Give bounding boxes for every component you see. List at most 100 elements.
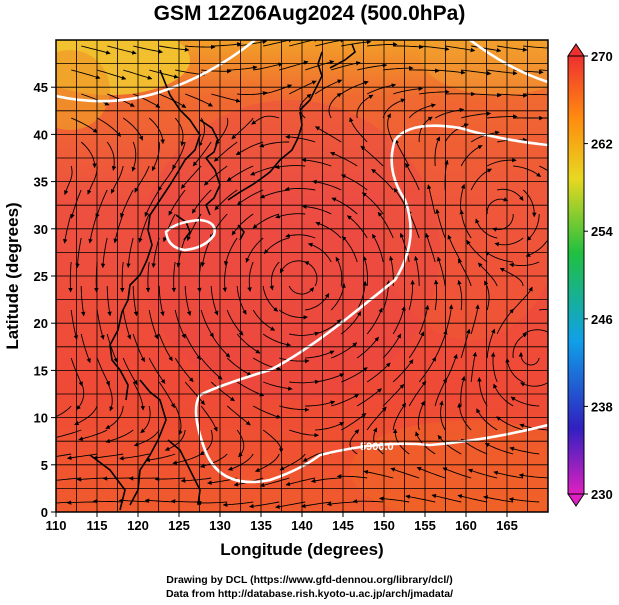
streamline (118, 498, 150, 503)
streamline (486, 157, 517, 167)
x-tick-label: 130 (209, 518, 231, 533)
streamline (405, 163, 420, 191)
streamline (520, 382, 548, 387)
colorbar: 230 238 246 254 262 270 (567, 43, 613, 507)
streamline (134, 165, 150, 193)
streamline (523, 93, 548, 96)
streamline (184, 285, 192, 316)
streamline (174, 117, 185, 147)
streamline (93, 453, 124, 460)
streamline (522, 189, 537, 218)
streamline (487, 69, 518, 76)
streamline (132, 381, 146, 411)
streamline (64, 165, 73, 196)
streamline (80, 141, 97, 169)
streamline (496, 416, 524, 431)
streamline (340, 311, 362, 335)
streamline (361, 192, 384, 215)
streamline (227, 65, 258, 71)
streamline (174, 405, 183, 436)
streamline (372, 427, 384, 455)
streamline (549, 334, 563, 359)
streamline (335, 256, 343, 287)
streamline (210, 381, 235, 402)
streamline (120, 189, 134, 218)
streamline (279, 357, 310, 364)
streamline (484, 442, 514, 455)
streamline (486, 197, 509, 215)
streamline (460, 375, 466, 407)
y-tick-label: 40 (34, 127, 48, 142)
streamline (470, 304, 480, 335)
streamline (70, 189, 82, 219)
streamline (341, 235, 358, 263)
streamline (184, 381, 206, 406)
streamline (434, 377, 447, 407)
streamline (106, 285, 112, 317)
streamline (253, 62, 283, 71)
streamline (392, 305, 406, 335)
streamline (68, 261, 73, 293)
colorbar-tick-label: 262 (591, 137, 613, 152)
streamline (399, 232, 410, 263)
streamline (151, 141, 160, 172)
streamline (499, 267, 524, 287)
streamline (222, 261, 228, 293)
x-tick-label: 110 (46, 518, 67, 533)
streamline (307, 242, 332, 263)
streamline (340, 412, 367, 431)
streamline (119, 453, 150, 461)
streamline (356, 336, 379, 359)
streamline (392, 402, 407, 431)
streamline (539, 69, 548, 71)
streamline (200, 405, 218, 432)
streamline (435, 69, 466, 75)
streamline (226, 165, 254, 182)
streamline (88, 213, 98, 244)
streamline (236, 285, 247, 315)
y-tick-label: 35 (34, 175, 48, 190)
streamline (352, 499, 384, 504)
streamline (497, 93, 528, 98)
streamline (67, 453, 98, 460)
streamline (445, 45, 476, 53)
streamline (237, 91, 268, 96)
streamline (263, 237, 290, 255)
streamline (439, 400, 446, 431)
streamline (275, 213, 306, 219)
x-axis-label: Longitude (degrees) (220, 540, 383, 559)
streamline (191, 189, 212, 214)
streamline (76, 477, 108, 482)
streamline (284, 186, 316, 192)
streamline (131, 141, 137, 172)
streamline (444, 304, 454, 335)
streamline (383, 65, 414, 71)
streamline (341, 40, 372, 47)
streamline (259, 189, 290, 199)
streamline (483, 495, 514, 503)
streamline (508, 497, 540, 503)
streamline (347, 215, 368, 239)
colorbar-tick-label: 230 (591, 487, 613, 502)
x-tick-label: 140 (291, 518, 313, 533)
streamline (512, 286, 533, 311)
streamline (305, 60, 335, 71)
streamline (305, 400, 336, 407)
streamline (102, 476, 134, 481)
map-title: GSM 12Z06Aug2024 (500.0hPa) (153, 2, 466, 25)
credit-drawing: Drawing by DCL (https://www.gfd-dennou.o… (166, 574, 453, 586)
streamline (310, 477, 342, 484)
streamline (132, 285, 139, 317)
streamline (159, 45, 190, 52)
x-tick-label: 120 (127, 518, 149, 533)
streamline (251, 115, 280, 125)
streamline (144, 498, 176, 503)
streamline (328, 92, 342, 119)
x-axis-ticks: 110 115 120 125 130 135 140 145 150 155 160 165 (46, 512, 518, 533)
streamline (362, 255, 368, 287)
streamline (110, 165, 124, 194)
streamline (408, 103, 436, 119)
streamline (164, 429, 186, 451)
streamline (301, 157, 332, 167)
